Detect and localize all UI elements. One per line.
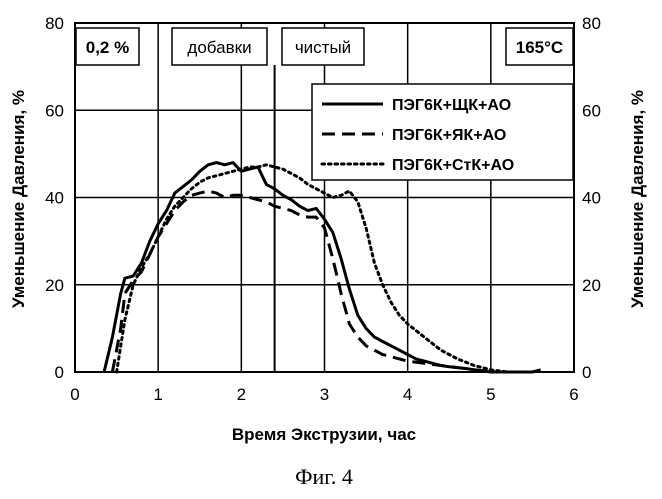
- y-left-tick-label-4: 80: [45, 14, 64, 33]
- x-tick-label-6: 6: [569, 385, 578, 404]
- y-right-tick-label-0: 0: [582, 363, 591, 382]
- additives-annotation: добавки: [172, 28, 267, 65]
- y-right-tick-label-1: 20: [582, 276, 601, 295]
- series-layer: [104, 163, 541, 372]
- additives-label: добавки: [187, 38, 251, 57]
- x-tick-label-5: 5: [486, 385, 495, 404]
- x-tick-label-1: 1: [153, 385, 162, 404]
- temperature-annotation: 165°C: [506, 28, 573, 65]
- series-line-3: [117, 165, 508, 372]
- x-tick-label-2: 2: [237, 385, 246, 404]
- x-axis-title: Время Экструзии, час: [232, 425, 416, 444]
- clean-annotation: чистый: [282, 28, 364, 65]
- legend-label-2: ПЭГ6К+ЯК+АО: [392, 127, 506, 144]
- legend-label-3: ПЭГ6К+СтК+АО: [392, 157, 514, 174]
- y-axis-left-tick-labels: 0 20 40 60 80: [45, 14, 64, 382]
- clean-label: чистый: [295, 38, 351, 57]
- x-tick-label-4: 4: [403, 385, 412, 404]
- y-axis-left-title: Уменьшение Давления, %: [9, 90, 28, 308]
- series-line-1: [104, 163, 541, 372]
- y-left-tick-label-2: 40: [45, 189, 64, 208]
- x-axis-tick-labels: 0 1 2 3 4 5 6: [70, 385, 578, 404]
- y-left-tick-label-1: 20: [45, 276, 64, 295]
- x-tick-label-0: 0: [70, 385, 79, 404]
- grid-lines: [75, 23, 574, 372]
- x-tick-label-3: 3: [320, 385, 329, 404]
- y-right-tick-label-3: 60: [582, 101, 601, 120]
- concentration-annotation: 0,2 %: [76, 28, 139, 65]
- temperature-label: 165°C: [516, 38, 563, 57]
- y-right-tick-label-4: 80: [582, 14, 601, 33]
- legend-label-1: ПЭГ6К+ЩК+АО: [392, 97, 511, 114]
- concentration-label: 0,2 %: [86, 38, 129, 57]
- figure-caption: Фиг. 4: [295, 464, 353, 489]
- y-axis-right-tick-labels: 0 20 40 60 80: [582, 14, 601, 382]
- y-right-tick-label-2: 40: [582, 189, 601, 208]
- legend: ПЭГ6К+ЩК+АО ПЭГ6К+ЯК+АО ПЭГ6К+СтК+АО: [312, 84, 573, 180]
- y-left-tick-label-0: 0: [55, 363, 64, 382]
- y-left-tick-label-3: 60: [45, 101, 64, 120]
- y-axis-right-title: Уменьшение Давления, %: [628, 90, 647, 308]
